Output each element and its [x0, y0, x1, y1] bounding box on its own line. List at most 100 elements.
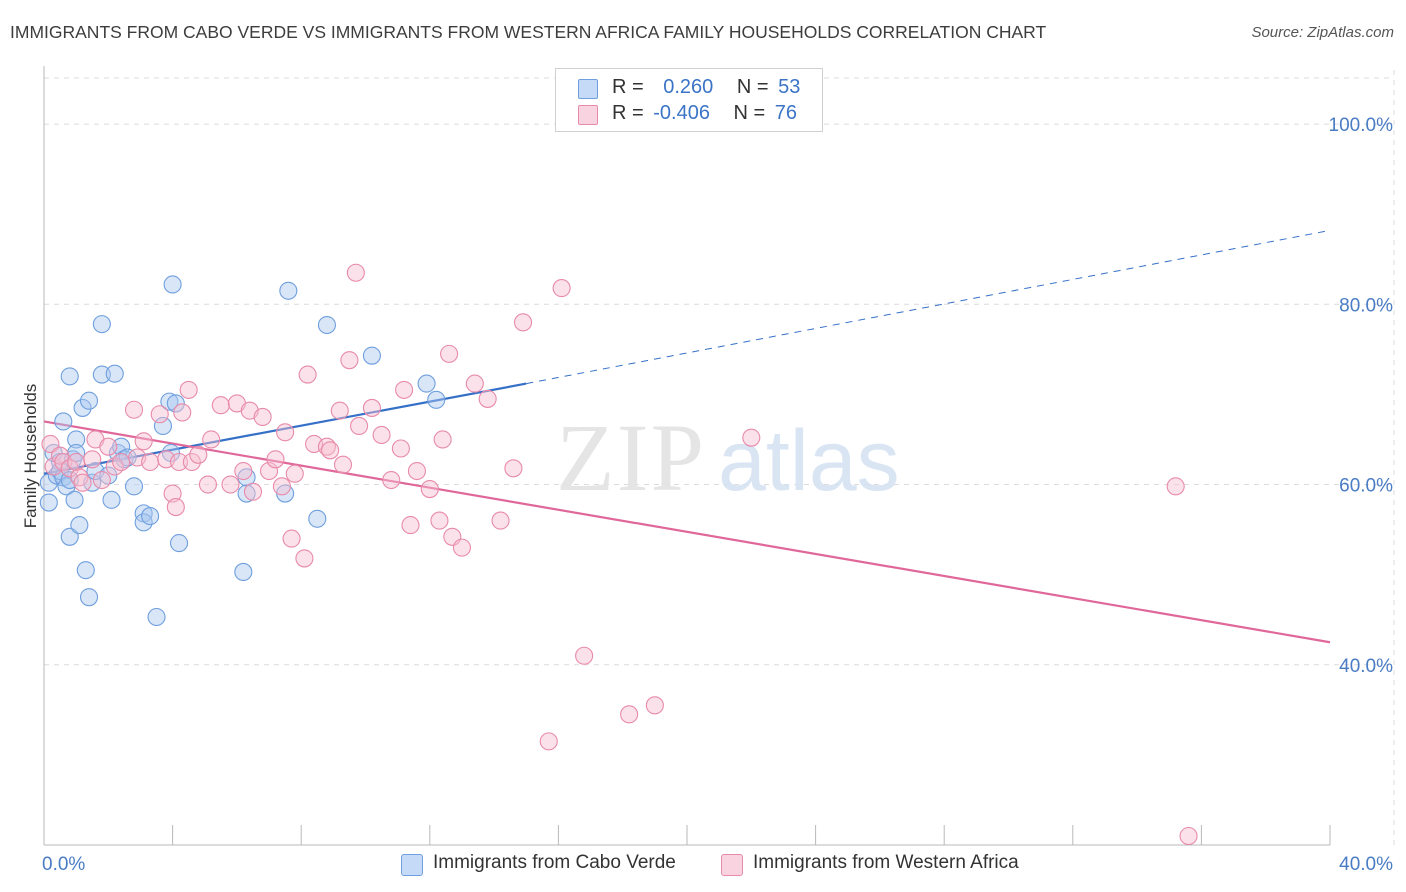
data-point-cabo-verde: [279, 281, 298, 300]
data-point-western-africa: [350, 416, 369, 436]
data-points: [39, 263, 1198, 846]
data-point-cabo-verde: [79, 588, 99, 607]
data-point-cabo-verde: [54, 412, 73, 431]
data-point-western-africa: [243, 482, 263, 501]
stats-legend: R = 0.260 N = 53 R = -0.406 N = 76: [555, 68, 823, 132]
legend-swatch-western-africa: [578, 105, 598, 125]
y-tick-label: 40.0%: [1339, 656, 1393, 677]
data-point-western-africa: [620, 705, 639, 724]
data-point-western-africa: [1179, 826, 1198, 846]
data-point-western-africa: [401, 516, 420, 535]
data-point-cabo-verde: [92, 365, 111, 384]
data-point-cabo-verde: [70, 516, 89, 535]
data-point-western-africa: [330, 401, 349, 420]
data-point-cabo-verde: [317, 315, 336, 335]
legend-r-label: R =: [612, 102, 644, 124]
data-point-western-africa: [163, 484, 182, 503]
data-point-western-africa: [575, 646, 594, 665]
data-point-cabo-verde: [308, 509, 327, 528]
data-point-western-africa: [202, 430, 221, 449]
data-point-western-africa: [407, 461, 426, 481]
data-point-western-africa: [504, 459, 523, 478]
series-legend: Immigrants from Cabo Verde Immigrants fr…: [0, 852, 1406, 878]
data-point-western-africa: [340, 351, 359, 370]
data-point-western-africa: [317, 437, 336, 456]
legend-n-value: 76: [774, 102, 798, 124]
data-point-western-africa: [346, 263, 365, 282]
data-point-western-africa: [321, 441, 340, 460]
data-point-western-africa: [491, 511, 510, 530]
data-point-cabo-verde: [169, 534, 189, 553]
data-point-western-africa: [552, 279, 571, 298]
data-point-western-africa: [253, 407, 272, 426]
chart-title: IMMIGRANTS FROM CABO VERDE VS IMMIGRANTS…: [10, 22, 1047, 42]
tick-labels: 40.0% 60.0% 80.0% 100.0% 0.0% 40.0%: [42, 115, 1393, 875]
data-point-western-africa: [266, 450, 285, 469]
watermark-atlas: atlas: [718, 413, 900, 509]
watermark: ZIP atlas: [556, 404, 900, 511]
data-point-western-africa: [272, 477, 291, 496]
data-point-western-africa: [169, 452, 189, 472]
data-point-cabo-verde: [147, 607, 166, 627]
data-point-western-africa: [478, 389, 497, 408]
data-point-western-africa: [92, 470, 111, 490]
data-point-western-africa: [150, 405, 169, 424]
legend-r-value: -0.406: [653, 102, 710, 124]
data-point-western-africa: [73, 473, 92, 492]
data-point-cabo-verde: [102, 490, 121, 509]
data-point-western-africa: [395, 380, 414, 399]
legend-n-label: N =: [733, 102, 766, 124]
data-point-western-africa: [298, 365, 317, 384]
data-point-western-africa: [282, 529, 301, 548]
data-point-western-africa: [83, 450, 102, 469]
data-point-cabo-verde: [163, 275, 182, 294]
series-swatch-western-africa: [721, 854, 743, 876]
data-point-cabo-verde: [234, 562, 253, 581]
data-point-cabo-verde: [92, 315, 111, 334]
data-point-western-africa: [382, 470, 401, 490]
data-point-western-africa: [285, 464, 304, 483]
data-point-cabo-verde: [417, 374, 436, 393]
data-point-western-africa: [134, 432, 153, 451]
y-axis-title: Family Households: [21, 384, 40, 529]
data-point-western-africa: [295, 549, 314, 568]
data-point-western-africa: [173, 403, 192, 422]
data-point-cabo-verde: [160, 392, 179, 411]
data-point-western-africa: [198, 475, 218, 494]
data-point-western-africa: [166, 498, 185, 517]
data-point-western-africa: [124, 400, 144, 419]
y-tick-label: 80.0%: [1339, 295, 1393, 316]
data-point-western-africa: [433, 430, 452, 449]
data-point-cabo-verde: [73, 398, 92, 417]
data-point-cabo-verde: [141, 507, 160, 526]
data-point-western-africa: [182, 452, 201, 472]
data-point-cabo-verde: [427, 390, 446, 409]
data-point-western-africa: [259, 461, 279, 481]
data-point-western-africa: [41, 434, 60, 454]
y-tick-label: 100.0%: [1329, 115, 1394, 136]
data-point-western-africa: [420, 479, 439, 499]
legend-r-value: 0.260: [663, 76, 714, 98]
data-point-cabo-verde: [166, 394, 185, 413]
x-tick-label: 40.0%: [1339, 854, 1393, 875]
data-point-western-africa: [1166, 477, 1185, 496]
data-point-western-africa: [645, 696, 664, 715]
data-point-western-africa: [742, 428, 761, 447]
data-point-western-africa: [539, 732, 558, 751]
data-point-cabo-verde: [79, 391, 99, 410]
data-point-cabo-verde: [39, 493, 58, 512]
data-point-cabo-verde: [362, 346, 381, 365]
data-point-western-africa: [391, 439, 410, 458]
data-point-western-africa: [44, 457, 63, 476]
x-tick-label: 0.0%: [42, 854, 85, 875]
data-point-western-africa: [362, 398, 381, 417]
series-label-cabo-verde: Immigrants from Cabo Verde: [433, 852, 676, 873]
legend-n-value: 53: [778, 76, 801, 98]
data-point-cabo-verde: [60, 527, 79, 546]
trend-line-cabo-verde-projection: [526, 229, 1331, 385]
legend-r-label: R =: [612, 76, 644, 98]
trend-line-western-africa: [43, 420, 1331, 644]
data-point-western-africa: [211, 396, 230, 415]
data-point-western-africa: [99, 437, 118, 456]
data-point-cabo-verde: [67, 430, 86, 449]
